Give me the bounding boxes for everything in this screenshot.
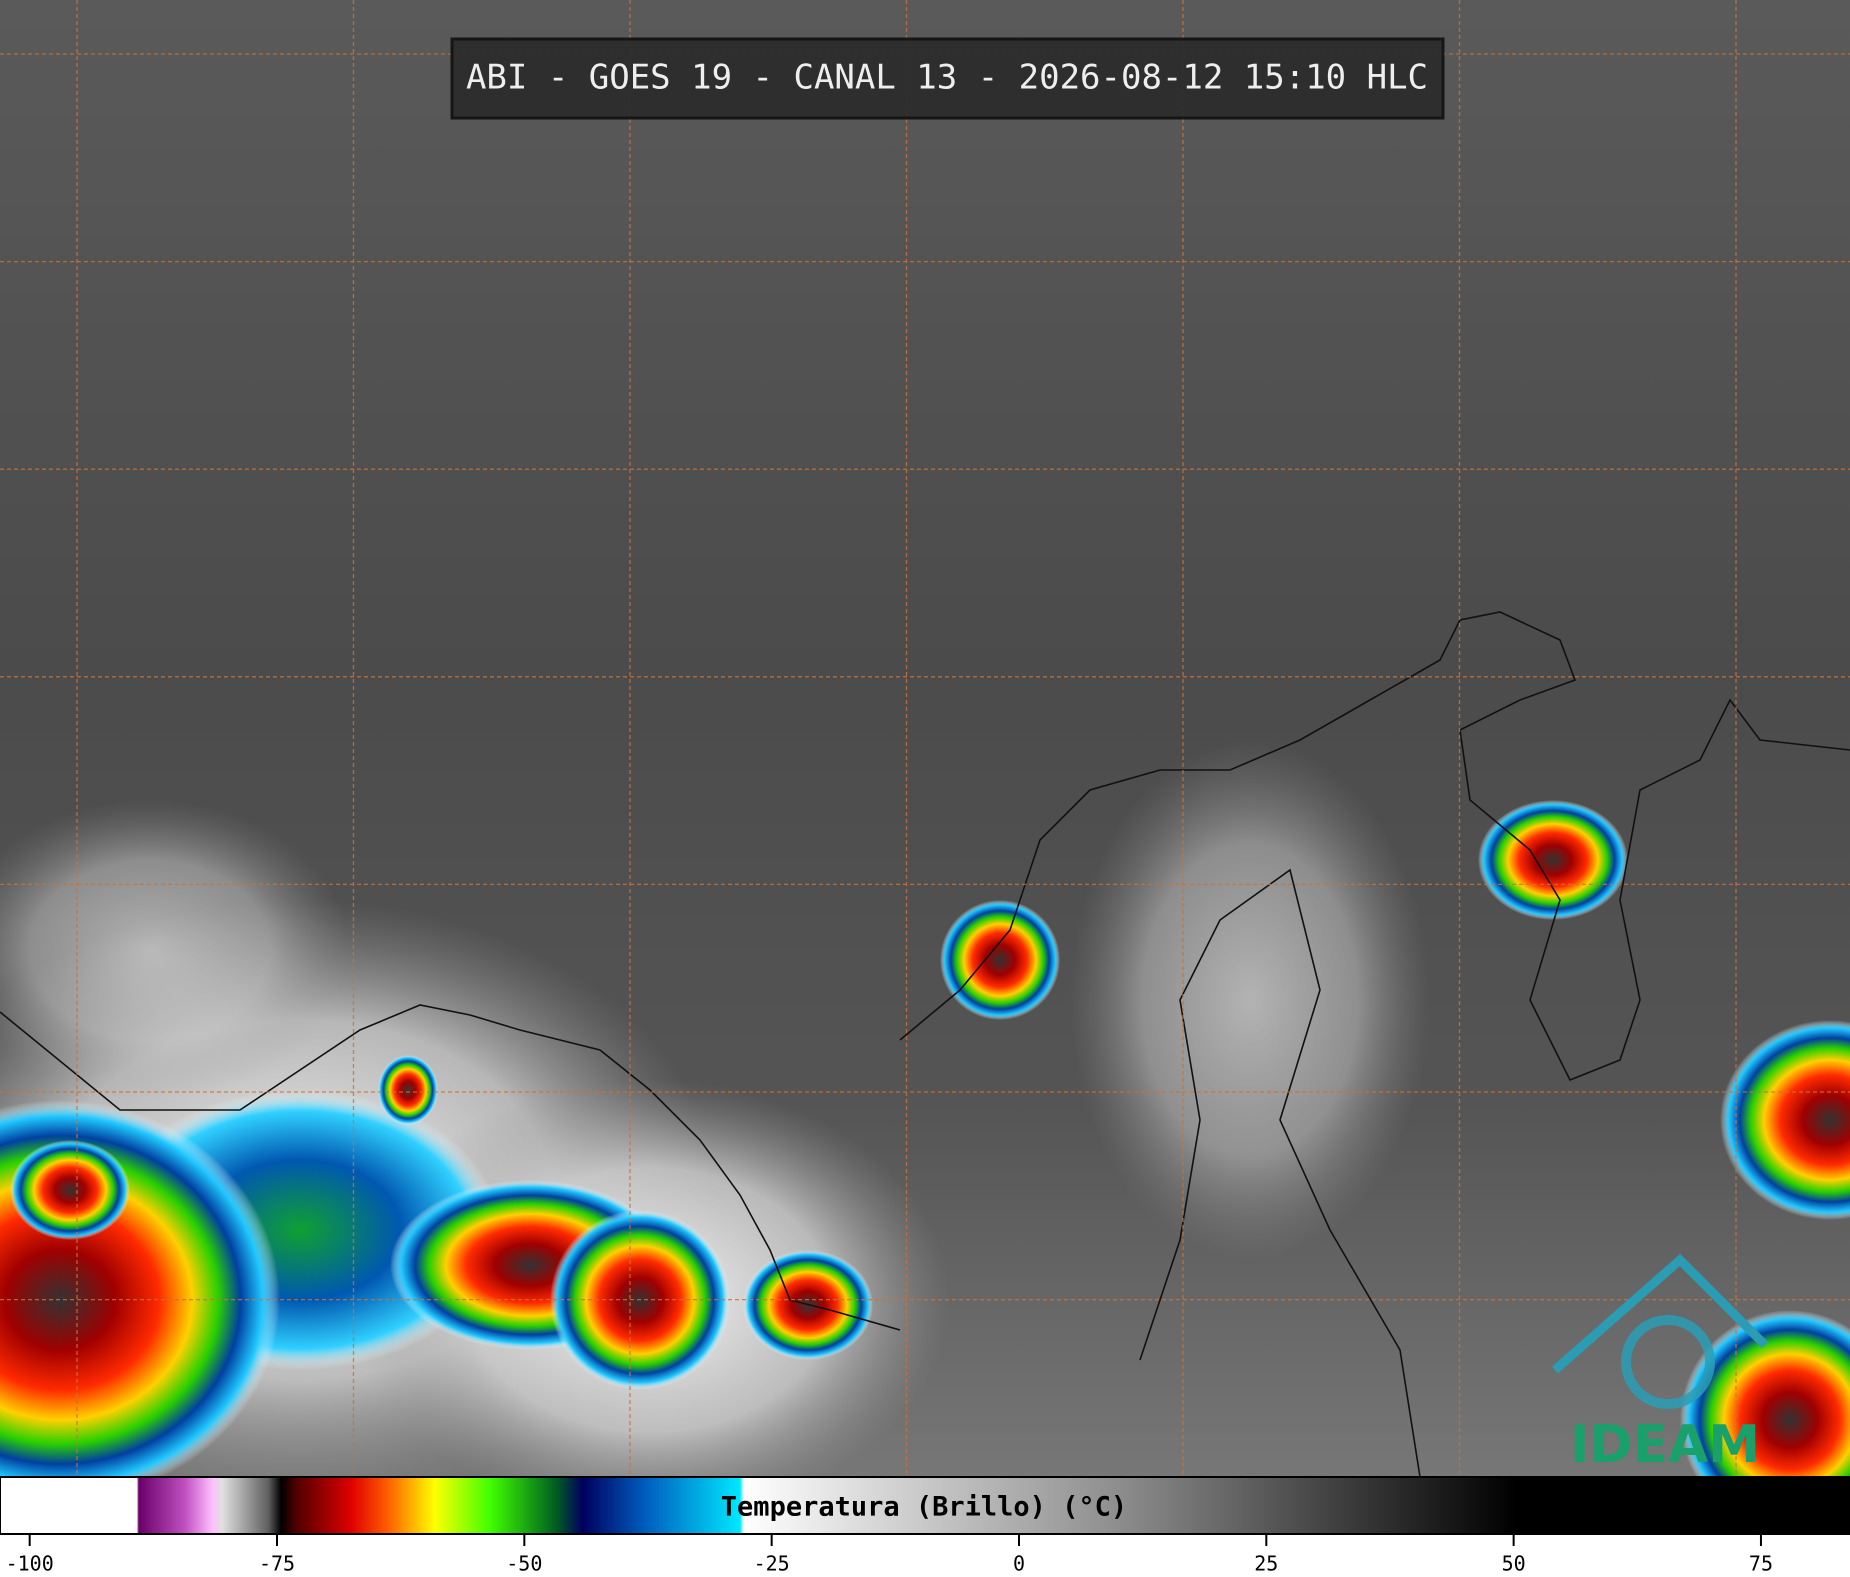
tick-label: -75 xyxy=(259,1552,295,1576)
colorbar-gradient xyxy=(0,1476,1850,1535)
colorbar-label: Temperatura (Brillo) (°C) xyxy=(721,1492,1127,1523)
coastlines xyxy=(0,611,1850,1478)
logo-roof xyxy=(1552,1253,1769,1374)
title: ABI - GOES 19 - CANAL 13 - 2026-08-12 15… xyxy=(466,58,1428,98)
tick-label: -50 xyxy=(506,1552,542,1576)
tick-label: 50 xyxy=(1502,1552,1526,1576)
logo: IDEAM xyxy=(1552,1253,1769,1475)
tick-label: 25 xyxy=(1254,1552,1278,1576)
logo-text: IDEAM xyxy=(1570,1415,1760,1475)
colorbar: Temperatura (Brillo) (°C) xyxy=(0,1476,1850,1577)
title-box: ABI - GOES 19 - CANAL 13 - 2026-08-12 15… xyxy=(450,37,1445,120)
logo-swirl xyxy=(1621,1315,1715,1409)
graticule xyxy=(0,0,1850,1477)
tick-label: 0 xyxy=(1013,1552,1025,1576)
tick-label: -25 xyxy=(754,1552,790,1576)
axis-background xyxy=(0,1534,1850,1577)
tick-label: -100 xyxy=(6,1552,54,1576)
colorbar-axis: -100 -75 -50 -25 0 25 50 75 xyxy=(0,1533,1850,1576)
tick-label: 75 xyxy=(1749,1552,1773,1576)
title-background xyxy=(450,37,1445,120)
